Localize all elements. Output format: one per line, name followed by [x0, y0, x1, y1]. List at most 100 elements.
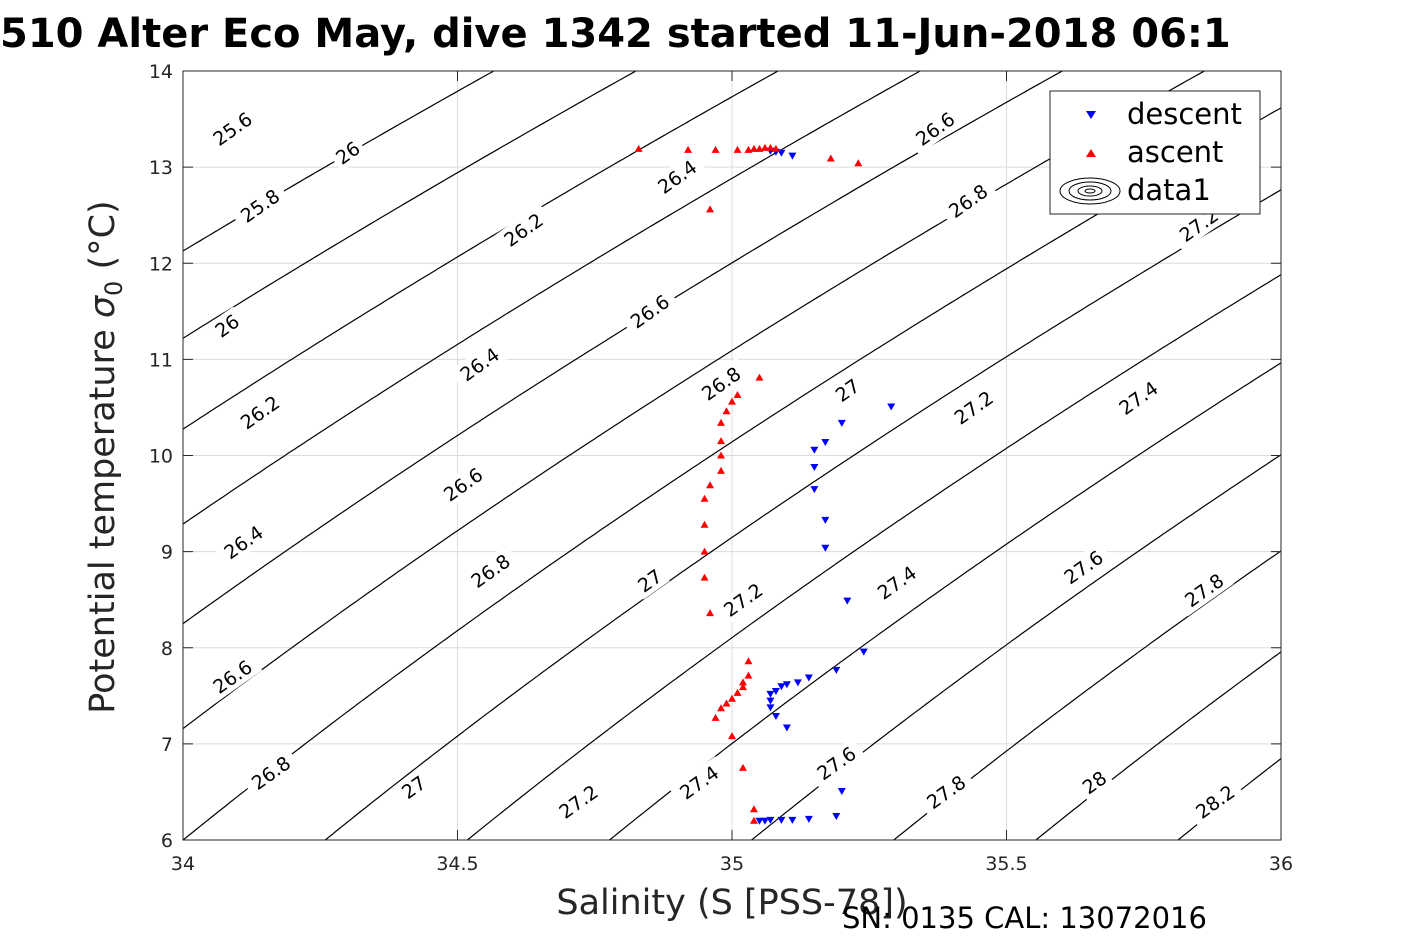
descent-point — [821, 544, 830, 552]
ascent-point — [700, 494, 709, 502]
y-tick-label: 11 — [149, 349, 173, 371]
descent-point — [760, 817, 769, 825]
ascent-point — [728, 732, 736, 740]
contour-label-bg — [827, 371, 868, 410]
descent-point — [821, 439, 830, 447]
contour-label-bg — [916, 765, 976, 818]
legend-item-data1: data1 — [1059, 173, 1211, 207]
contour-label-bg — [460, 544, 521, 597]
ascent-point — [749, 816, 758, 824]
ascent-point — [744, 671, 753, 679]
ascent-point — [738, 683, 747, 691]
ascent-point — [722, 699, 731, 707]
contour-label-bg — [548, 775, 609, 828]
contour-label-bg — [230, 179, 290, 232]
data-markers — [634, 143, 896, 825]
descent-point — [810, 486, 819, 494]
ascent-point — [760, 143, 769, 151]
ascent-point — [771, 144, 780, 152]
ascent-point — [755, 373, 764, 381]
triangle-up-icon — [1086, 149, 1096, 157]
descent-point — [793, 679, 802, 687]
x-tick-label: 34 — [171, 853, 195, 875]
ascent-point — [854, 159, 863, 167]
ascent-point — [684, 145, 693, 153]
contour-label-bg — [1053, 541, 1114, 593]
ascent-point — [717, 437, 726, 445]
ascent-point — [717, 466, 726, 474]
ascent-point — [700, 520, 709, 528]
triangle-down-icon — [1086, 111, 1096, 119]
descent-point — [766, 697, 775, 705]
descent-point — [788, 816, 797, 824]
ascent-point — [826, 154, 835, 162]
contour-label-bg — [206, 306, 247, 345]
ascent-point — [733, 390, 742, 398]
descent-point — [804, 815, 813, 823]
descent-point — [755, 817, 764, 825]
isopycnal-line — [467, 274, 1281, 840]
ascent-point — [634, 144, 643, 152]
ascent-point — [711, 713, 720, 721]
contour-label-bg — [1174, 564, 1234, 617]
ascent-point — [700, 547, 709, 555]
contour-label-bg — [1074, 763, 1115, 802]
ascent-point — [733, 688, 742, 696]
ascent-point — [706, 481, 715, 489]
contour-label-bg — [433, 458, 493, 511]
contour-label-bg — [619, 285, 680, 338]
legend-label-descent: descent — [1127, 97, 1242, 131]
descent-point — [843, 597, 852, 605]
ascent-point — [738, 763, 747, 771]
chart-title: 510 Alter Eco May, dive 1342 started 11-… — [0, 11, 1231, 57]
y-tick-label: 6 — [161, 830, 173, 852]
contour-label-bg — [943, 381, 1004, 434]
x-tick-label: 35 — [720, 853, 744, 875]
descent-point — [771, 712, 780, 720]
contour-label-bg — [449, 338, 510, 391]
ascent-point — [749, 805, 758, 813]
contour-label-bg — [647, 150, 707, 203]
contour-label-bg — [393, 768, 434, 807]
descent-point — [832, 666, 841, 674]
descent-point — [782, 724, 791, 732]
contour-label-bg — [493, 203, 554, 256]
contour-icon — [1059, 177, 1121, 205]
descent-point — [821, 516, 830, 524]
ascent-point — [749, 144, 758, 152]
contour-label-bg — [866, 556, 927, 609]
contour-label-bg — [806, 737, 867, 790]
descent-point — [859, 648, 868, 656]
contour-label: 27.2 — [713, 573, 773, 626]
contour-label-bg — [213, 516, 274, 568]
x-tick-label: 34.5 — [436, 853, 478, 875]
descent-point — [782, 681, 791, 689]
ascent-point — [728, 397, 736, 405]
x-tick-label: 36 — [1269, 853, 1293, 875]
ascent-point — [766, 143, 775, 151]
contour-label-bg — [241, 746, 301, 799]
ascent-point — [717, 451, 726, 459]
contour-label-bg — [327, 133, 368, 172]
descent-point — [777, 816, 786, 824]
serial-calibration-footer: SN: 0135 CAL: 13072016 — [842, 901, 1207, 935]
ascent-point — [711, 145, 720, 153]
legend: descent ascent data1 — [1049, 90, 1261, 215]
ascent-point — [728, 694, 736, 702]
legend-item-descent: descent — [1086, 97, 1242, 131]
ascent-point — [700, 573, 709, 581]
descent-point — [766, 704, 775, 712]
legend-label-data1: data1 — [1127, 173, 1211, 207]
descent-point — [837, 419, 846, 427]
y-tick-label: 10 — [149, 446, 173, 468]
ascent-point — [717, 418, 726, 426]
descent-point — [777, 683, 786, 691]
descent-point — [771, 688, 780, 696]
y-tick-label: 7 — [161, 734, 173, 756]
y-axis-label: Potential temperature σ0 (°C) — [83, 200, 128, 713]
descent-point — [804, 674, 813, 682]
contour-label-bg — [1108, 371, 1169, 424]
y-tick-label: 9 — [161, 542, 173, 564]
y-tick-label: 13 — [149, 157, 173, 179]
